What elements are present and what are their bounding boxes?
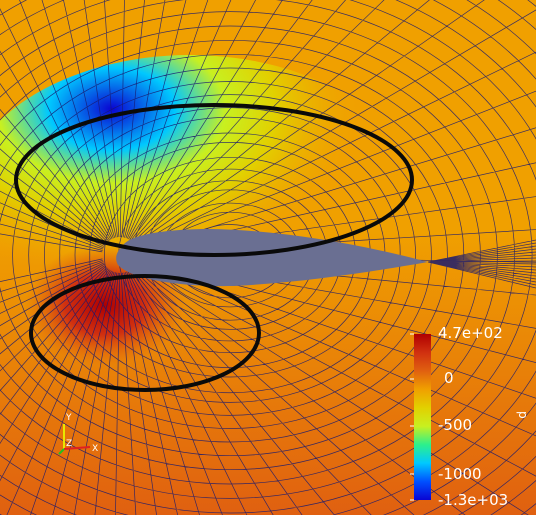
airfoil bbox=[116, 229, 428, 287]
orientation-axes: Y X Z bbox=[58, 413, 98, 455]
x-axis-arrow bbox=[63, 446, 91, 450]
upper-annotation-ellipse bbox=[14, 103, 414, 257]
colorbar-mid-label: -500 bbox=[438, 416, 473, 434]
x-axis-label: X bbox=[92, 444, 98, 454]
colorbar-max-label: 4.7e+02 bbox=[438, 324, 503, 342]
colorbar-low-label: -1000 bbox=[438, 465, 482, 483]
colorbar-min-label: -1.3e+03 bbox=[438, 491, 509, 509]
z-axis-label: Z bbox=[66, 439, 72, 449]
colorbar-zero-label: 0 bbox=[444, 369, 454, 387]
z-axis-arrow bbox=[58, 448, 65, 455]
colorbar-ticks bbox=[410, 333, 414, 501]
y-axis-label: Y bbox=[65, 413, 72, 423]
colorbar-title: p bbox=[516, 411, 530, 419]
colorbar bbox=[414, 334, 431, 500]
lower-annotation-ellipse bbox=[29, 274, 261, 392]
